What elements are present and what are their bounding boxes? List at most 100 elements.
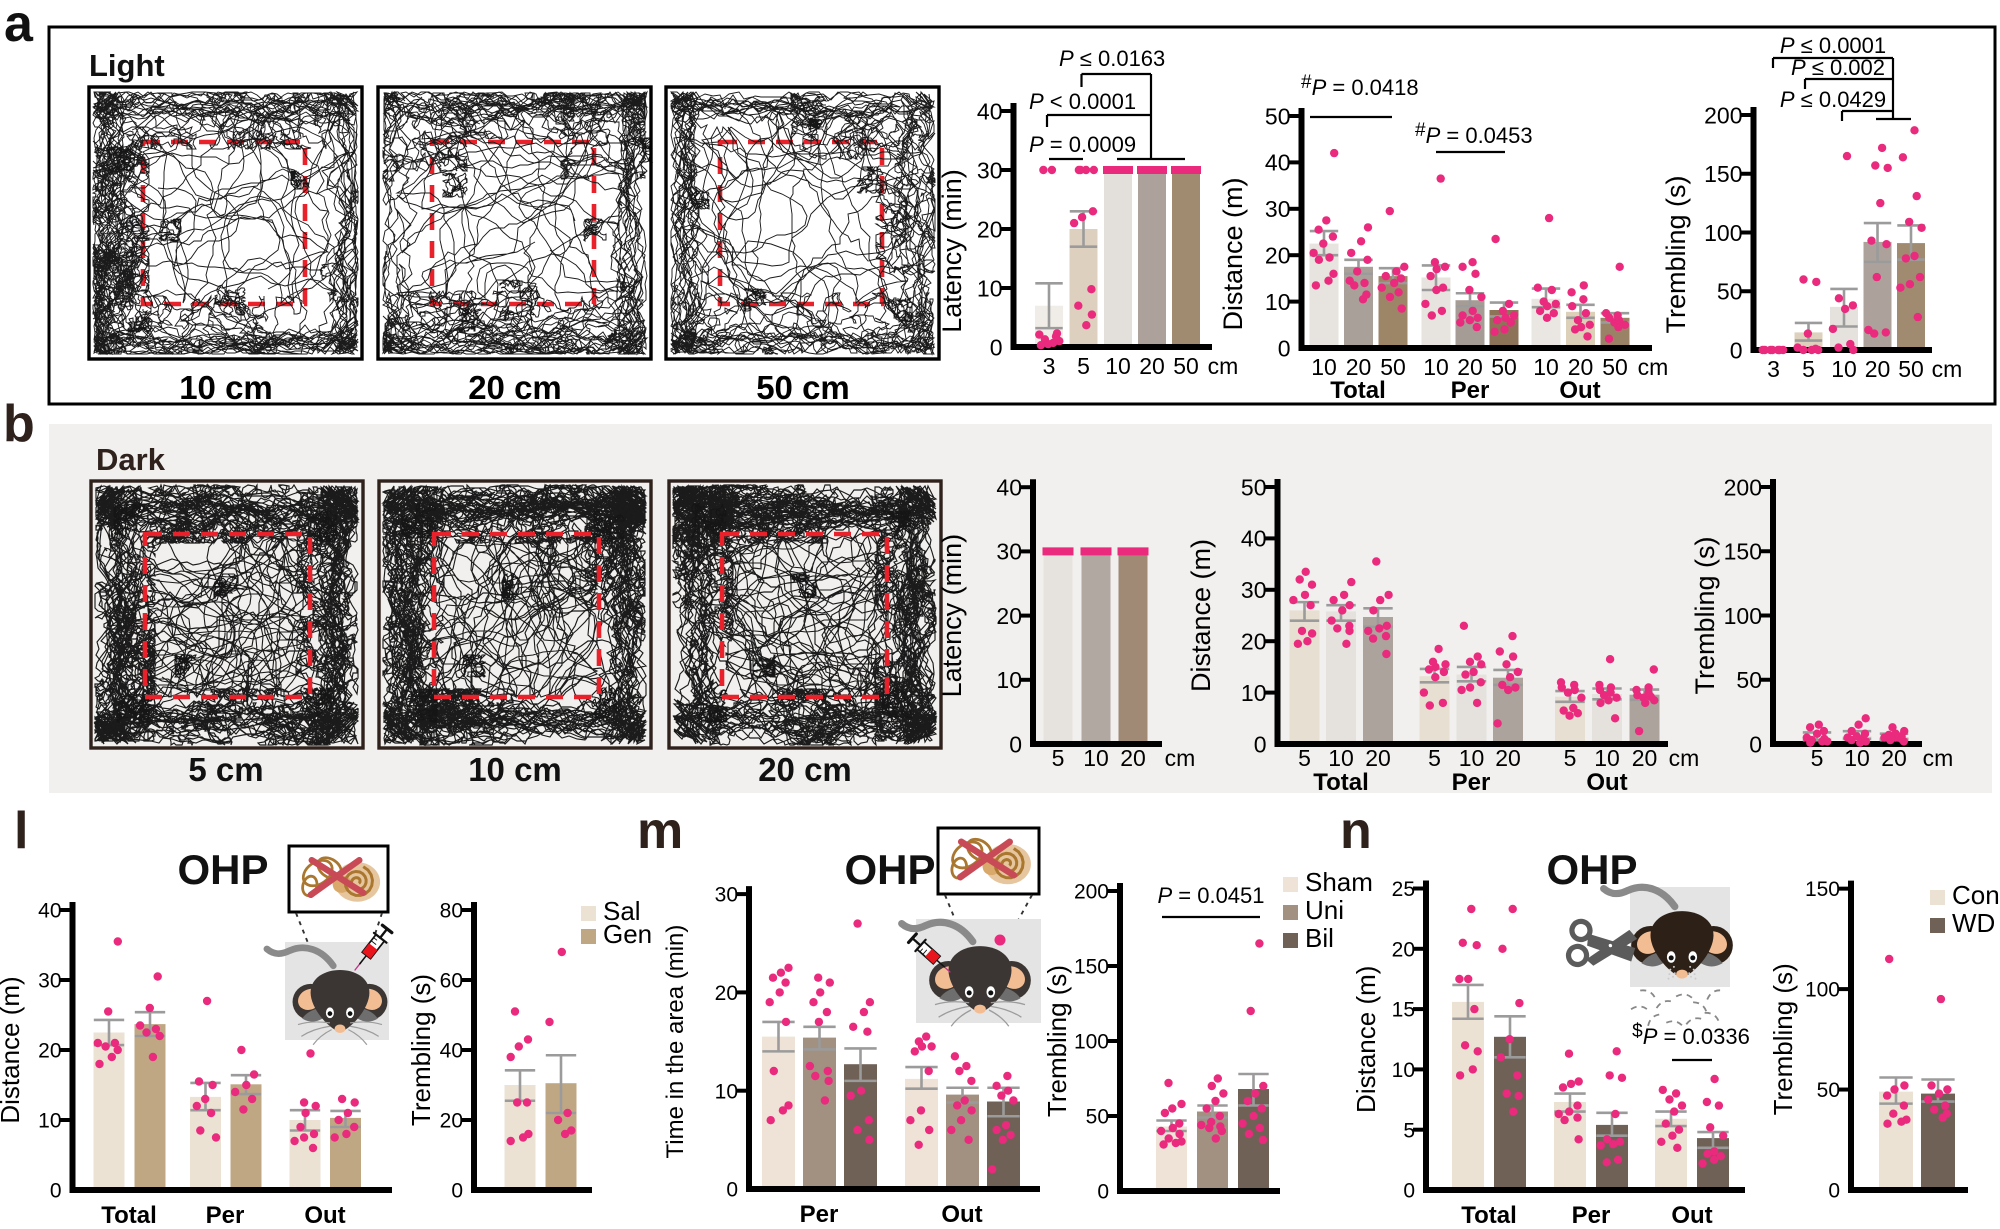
svg-text:Per: Per — [1572, 1202, 1611, 1229]
svg-text:n: n — [1340, 802, 1372, 860]
svg-text:150: 150 — [1724, 539, 1762, 565]
svg-text:10: 10 — [1594, 745, 1620, 771]
svg-text:10: 10 — [1844, 745, 1870, 771]
svg-text:50: 50 — [1241, 474, 1267, 500]
svg-text:Out: Out — [1559, 377, 1600, 404]
svg-text:cm: cm — [1638, 354, 1669, 380]
svg-text:Out: Out — [1586, 769, 1627, 796]
svg-text:10: 10 — [1533, 354, 1559, 380]
svg-text:50: 50 — [1736, 667, 1762, 693]
svg-text:20: 20 — [1881, 745, 1907, 771]
svg-text:20: 20 — [1346, 354, 1372, 380]
svg-text:Trembling (s): Trembling (s) — [1661, 175, 1691, 333]
svg-text:20: 20 — [1241, 628, 1267, 654]
svg-text:Distance (m): Distance (m) — [1351, 966, 1381, 1113]
svg-text:5: 5 — [1298, 745, 1311, 771]
svg-text:l: l — [14, 802, 28, 860]
svg-text:20: 20 — [1865, 356, 1891, 382]
svg-text:Out: Out — [1671, 1202, 1712, 1229]
svg-text:20: 20 — [1495, 745, 1521, 771]
svg-text:20: 20 — [1265, 242, 1291, 268]
svg-text:10: 10 — [1328, 745, 1354, 771]
svg-text:100: 100 — [1805, 979, 1840, 1002]
svg-text:0: 0 — [1730, 337, 1743, 363]
svg-text:200: 200 — [1074, 881, 1109, 904]
svg-text:5: 5 — [1802, 356, 1815, 382]
svg-text:20 cm: 20 cm — [758, 751, 852, 788]
svg-text:P ≤ 0.0163: P ≤ 0.0163 — [1059, 46, 1165, 71]
svg-text:20: 20 — [996, 603, 1022, 629]
svg-text:0: 0 — [50, 1180, 62, 1203]
svg-text:50: 50 — [1717, 279, 1743, 305]
svg-text:40: 40 — [440, 1040, 463, 1063]
svg-text:25: 25 — [1392, 878, 1415, 901]
svg-text:Per: Per — [206, 1202, 245, 1229]
svg-text:20: 20 — [715, 982, 738, 1005]
svg-text:3: 3 — [1043, 353, 1056, 379]
svg-text:100: 100 — [1724, 603, 1762, 629]
svg-text:50: 50 — [1491, 354, 1517, 380]
svg-text:30: 30 — [996, 539, 1022, 565]
svg-text:10: 10 — [1459, 745, 1485, 771]
svg-text:20: 20 — [1568, 354, 1594, 380]
svg-text:0: 0 — [726, 1179, 738, 1202]
svg-text:OHP: OHP — [1546, 846, 1637, 893]
svg-text:20: 20 — [1120, 745, 1146, 771]
svg-text:Light: Light — [89, 48, 165, 83]
svg-text:20: 20 — [1457, 354, 1483, 380]
svg-text:5: 5 — [1811, 745, 1824, 771]
svg-text:Bil: Bil — [1305, 923, 1334, 953]
svg-text:20: 20 — [977, 216, 1003, 242]
svg-text:60: 60 — [440, 970, 463, 993]
svg-text:Gen: Gen — [603, 919, 652, 949]
svg-text:Trembling (s): Trembling (s) — [406, 974, 436, 1126]
svg-text:80: 80 — [440, 900, 463, 923]
svg-text:5: 5 — [1403, 1119, 1415, 1142]
svg-text:3: 3 — [1767, 356, 1780, 382]
svg-text:0: 0 — [1254, 731, 1267, 757]
svg-text:10: 10 — [1831, 356, 1857, 382]
svg-text:20: 20 — [1139, 353, 1165, 379]
svg-text:Sal: Sal — [603, 896, 641, 926]
svg-text:20 cm: 20 cm — [468, 369, 562, 406]
svg-text:OHP: OHP — [844, 846, 935, 893]
svg-text:30: 30 — [977, 157, 1003, 183]
svg-text:Time in the area (min): Time in the area (min) — [662, 925, 689, 1159]
svg-text:Distance (m): Distance (m) — [1186, 539, 1216, 692]
svg-text:Total: Total — [1461, 1202, 1517, 1229]
svg-text:P = 0.0451: P = 0.0451 — [1157, 883, 1264, 908]
svg-text:Latency (min): Latency (min) — [937, 169, 967, 333]
svg-text:5: 5 — [1428, 745, 1441, 771]
svg-text:P < 0.0001: P < 0.0001 — [1029, 89, 1136, 114]
svg-text:5: 5 — [1564, 745, 1577, 771]
svg-text:40: 40 — [1241, 526, 1267, 552]
svg-text:30: 30 — [38, 970, 61, 993]
svg-text:10: 10 — [38, 1110, 61, 1133]
svg-text:OHP: OHP — [177, 846, 268, 893]
svg-text:m: m — [637, 802, 683, 860]
svg-text:P = 0.0009: P = 0.0009 — [1029, 132, 1136, 157]
svg-text:150: 150 — [1704, 161, 1742, 187]
svg-text:5: 5 — [1052, 745, 1065, 771]
svg-text:200: 200 — [1724, 474, 1762, 500]
svg-text:10: 10 — [1392, 1059, 1415, 1082]
svg-text:20: 20 — [1365, 745, 1391, 771]
svg-text:50: 50 — [1817, 1079, 1840, 1102]
svg-text:Total: Total — [1313, 769, 1369, 796]
svg-text:20: 20 — [38, 1040, 61, 1063]
svg-text:5 cm: 5 cm — [188, 751, 263, 788]
svg-text:20: 20 — [1392, 938, 1415, 961]
svg-text:10: 10 — [1241, 680, 1267, 706]
svg-text:20: 20 — [440, 1110, 463, 1133]
svg-text:Total: Total — [101, 1202, 157, 1229]
svg-text:100: 100 — [1074, 1031, 1109, 1054]
svg-text:Distance (m): Distance (m) — [1218, 177, 1248, 330]
svg-text:Trembling (s): Trembling (s) — [1690, 536, 1720, 694]
svg-text:0: 0 — [1097, 1181, 1109, 1204]
svg-text:WD: WD — [1952, 908, 1995, 938]
svg-text:$P = 0.0336: $P = 0.0336 — [1632, 1021, 1750, 1049]
svg-text:10: 10 — [1423, 354, 1449, 380]
svg-text:Con: Con — [1952, 880, 2000, 910]
svg-text:Out: Out — [941, 1201, 982, 1228]
svg-text:P ≤ 0.002: P ≤ 0.002 — [1791, 55, 1885, 80]
